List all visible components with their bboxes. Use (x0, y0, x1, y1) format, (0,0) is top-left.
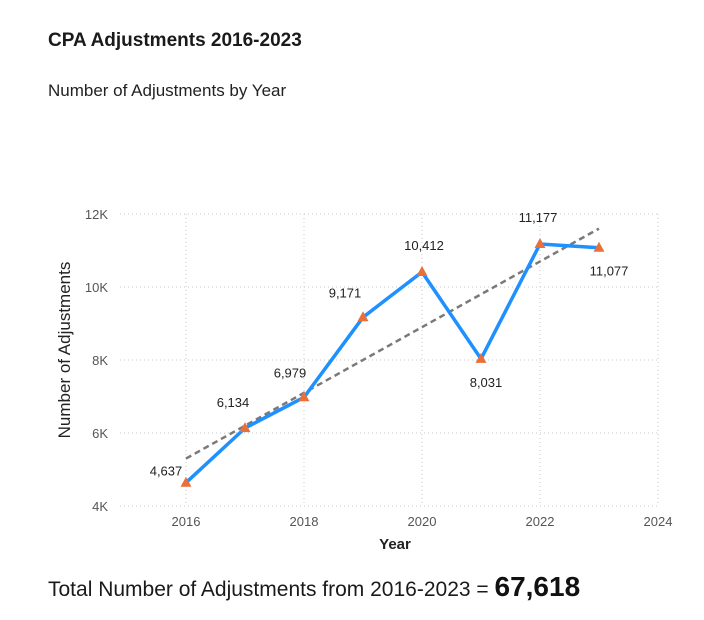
total-label: Total Number of Adjustments from 2016-20… (48, 578, 495, 601)
y-axis-title: Number of Adjustments (55, 262, 74, 439)
y-tick-label: 6K (92, 426, 108, 441)
x-tick-label: 2018 (290, 514, 319, 529)
data-label: 6,134 (217, 395, 250, 410)
y-tick-label: 10K (85, 280, 108, 295)
total-summary: Total Number of Adjustments from 2016-20… (48, 571, 580, 603)
x-axis-title: Year (379, 536, 411, 553)
chart-title: CPA Adjustments 2016-2023 (48, 30, 302, 51)
line-chart: 4K 6K 8K 10K 12K 2016 2018 2020 2022 2024 Year Numb… (55, 207, 673, 553)
data-label: 10,412 (404, 238, 444, 253)
data-label: 8,031 (470, 375, 503, 390)
data-point-marker (534, 238, 546, 249)
data-point-marker (239, 422, 251, 433)
data-point-marker (180, 476, 192, 487)
data-point-marker (416, 265, 428, 276)
y-tick-label: 12K (85, 207, 108, 222)
y-tick-label: 4K (92, 499, 108, 514)
data-point-marker (298, 391, 310, 402)
x-tick-label: 2016 (172, 514, 201, 529)
x-tick-label: 2022 (526, 514, 555, 529)
data-label: 11,177 (519, 210, 558, 225)
y-tick-label: 8K (92, 353, 108, 368)
total-value: 67,618 (494, 571, 581, 602)
data-label: 6,979 (274, 365, 307, 380)
series-line (184, 242, 601, 485)
data-label: 4,637 (150, 464, 183, 479)
data-label: 9,171 (329, 285, 362, 300)
trend-line (185, 227, 600, 460)
data-point-marker (593, 241, 605, 252)
data-label: 11,077 (590, 264, 629, 279)
data-point-marker (475, 352, 487, 363)
data-point-marker (357, 311, 369, 322)
chart-subtitle: Number of Adjustments by Year (48, 81, 287, 100)
x-tick-label: 2024 (644, 514, 673, 529)
x-tick-label: 2020 (408, 514, 437, 529)
